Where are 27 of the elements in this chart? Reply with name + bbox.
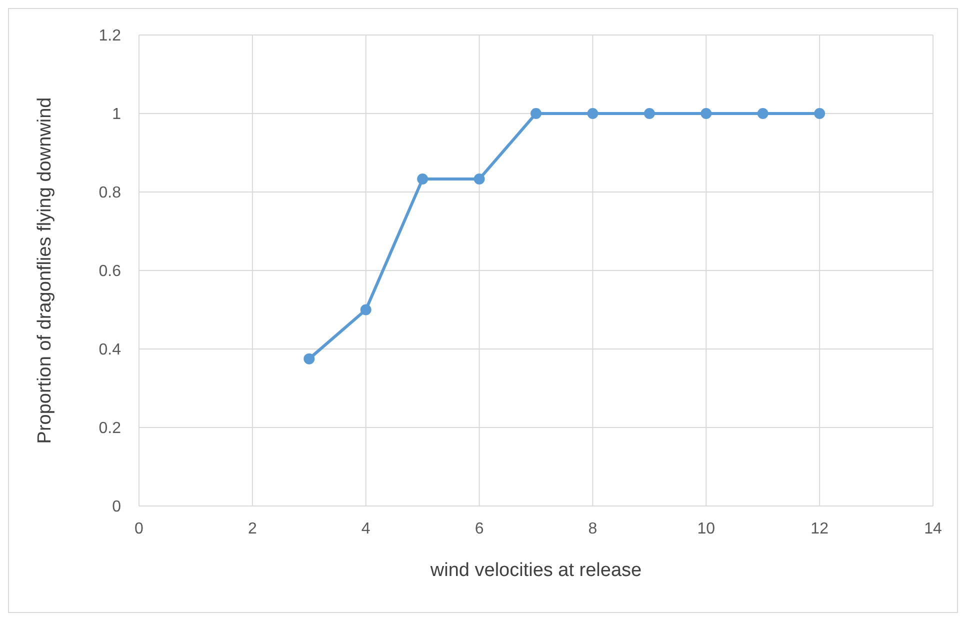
point	[700, 108, 712, 119]
x-tick-label: 12	[810, 520, 829, 538]
y-tick-label: 0	[112, 498, 122, 516]
x-tick-label: 14	[924, 520, 942, 538]
x-tick-label: 4	[361, 520, 370, 538]
point	[474, 174, 485, 185]
y-tick-label: 1.2	[98, 28, 122, 45]
point	[814, 108, 826, 119]
point	[644, 108, 655, 119]
x-tick-label: 2	[248, 520, 257, 538]
point	[304, 353, 315, 364]
x-tick-label: 10	[697, 520, 716, 538]
y-axis-title: Proportion of dragonflies flying downwind	[34, 97, 56, 444]
y-tick-label: 1	[112, 106, 122, 124]
point	[587, 108, 598, 119]
y-tick-label: 0.6	[98, 263, 122, 280]
x-tick-label: 0	[134, 520, 144, 538]
point	[757, 108, 768, 119]
point	[360, 304, 372, 316]
point	[530, 108, 542, 119]
x-tick-label: 6	[474, 520, 484, 538]
x-axis-title: wind velocities at release	[429, 560, 642, 581]
y-tick-label: 0.8	[98, 184, 122, 202]
y-tick-label: 0.2	[98, 420, 122, 438]
point	[417, 174, 428, 185]
x-tick-label: 8	[588, 520, 598, 538]
y-tick-label: 0.4	[98, 342, 122, 359]
